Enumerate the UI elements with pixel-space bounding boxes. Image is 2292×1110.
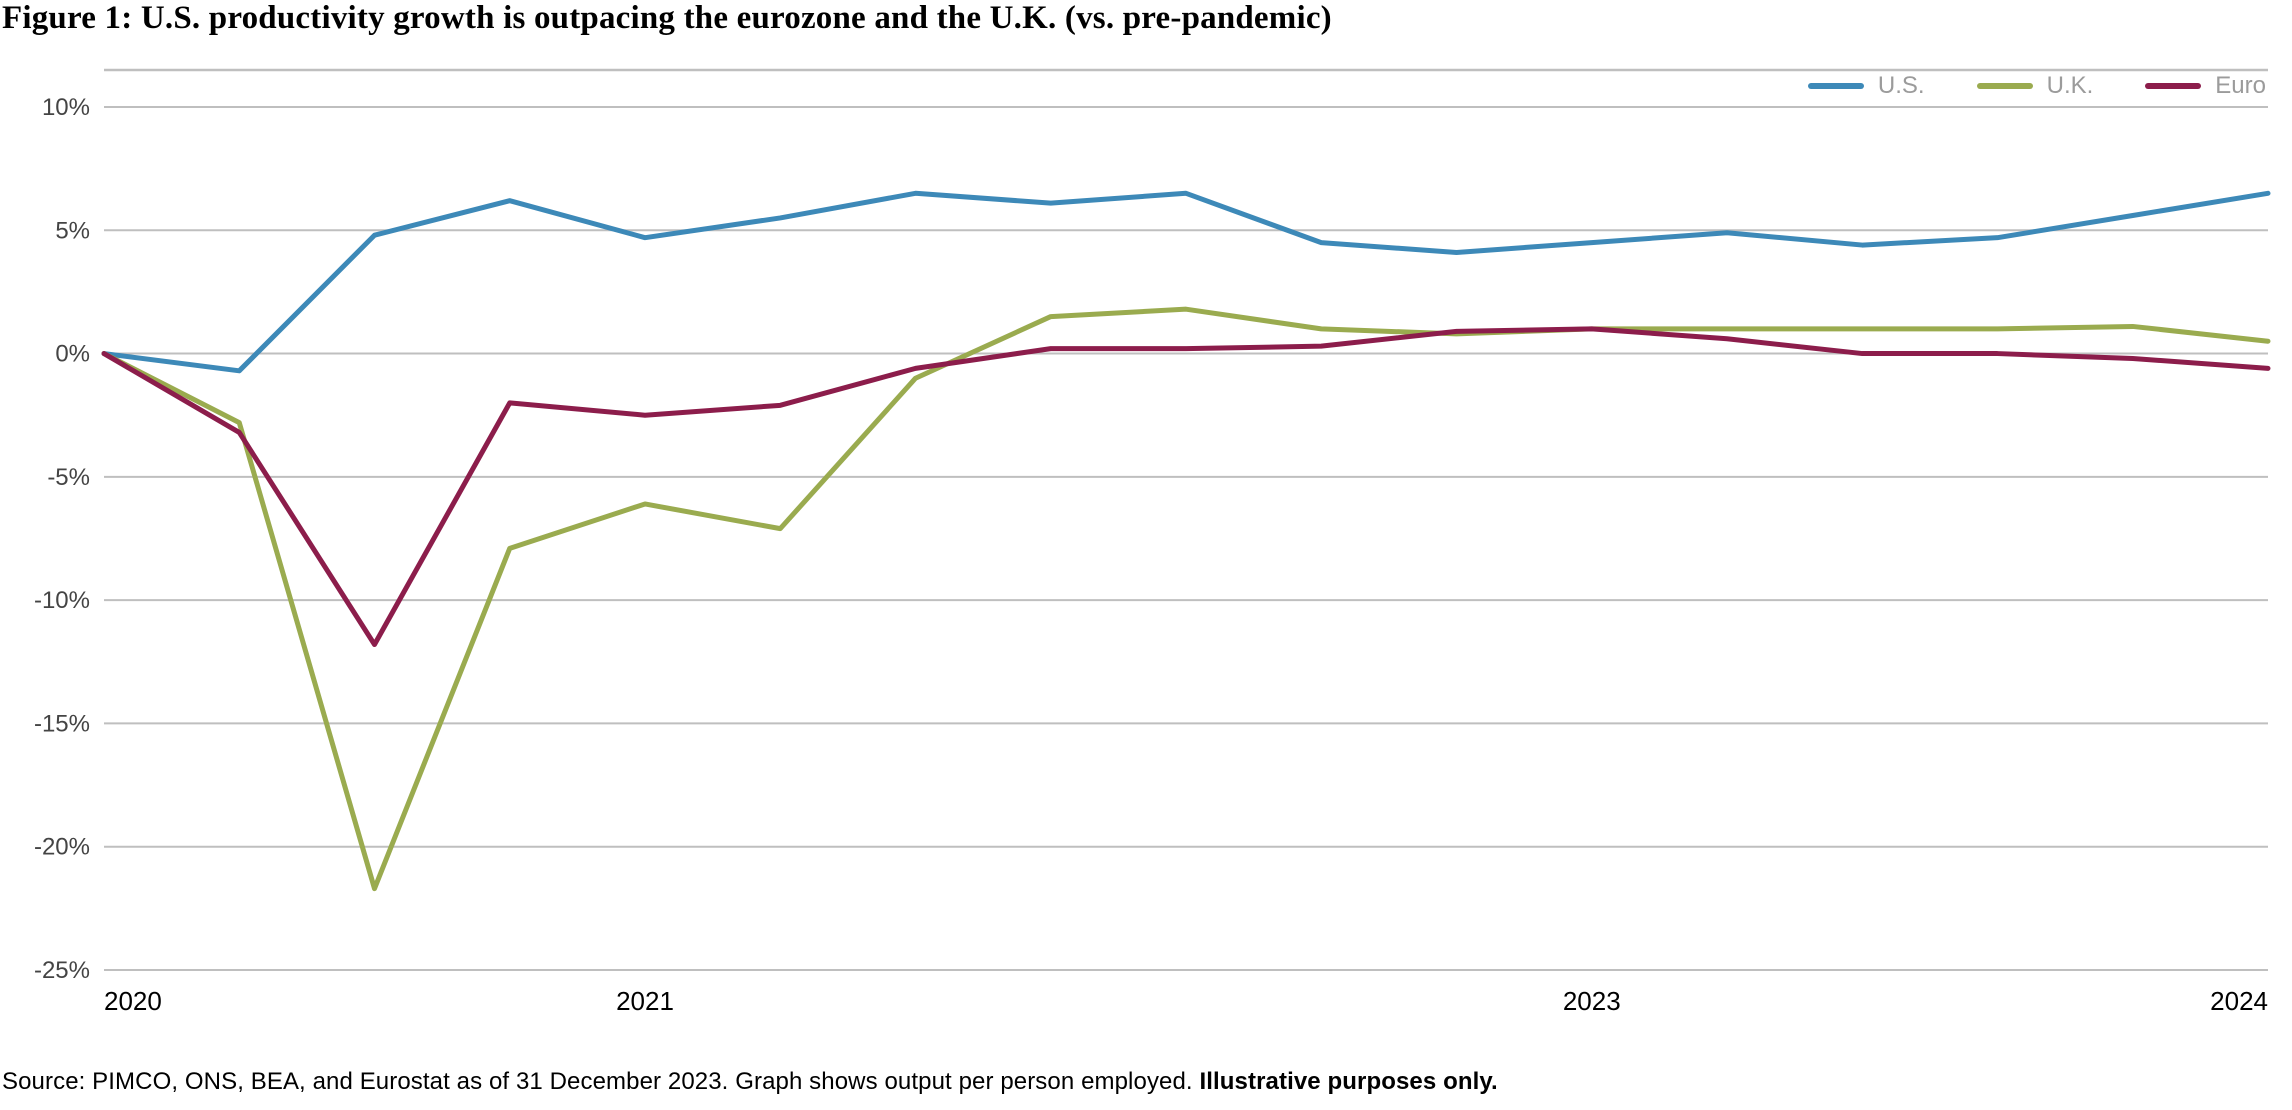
chart-plot-area: -25%-20%-15%-10%-5%0%5%10% 2020202120232…: [104, 70, 2268, 970]
legend-swatch-us: [1808, 83, 1864, 89]
legend-label-uk: U.K.: [2047, 72, 2094, 100]
svg-text:2021: 2021: [616, 986, 674, 1016]
svg-text:-25%: -25%: [34, 957, 90, 984]
legend-item-uk: U.K.: [1977, 72, 2094, 100]
svg-text:2020: 2020: [104, 986, 162, 1016]
caption-text: Source: PIMCO, ONS, BEA, and Eurostat as…: [2, 1068, 1199, 1095]
line-chart-svg: -25%-20%-15%-10%-5%0%5%10% 2020202120232…: [104, 70, 2292, 1030]
svg-text:5%: 5%: [55, 217, 90, 244]
figure-caption: Source: PIMCO, ONS, BEA, and Eurostat as…: [2, 1068, 1498, 1096]
series-line-uk: [104, 309, 2268, 888]
legend-swatch-uk: [1977, 83, 2033, 89]
gridlines: [104, 70, 2268, 970]
y-axis-labels: -25% -20% -15% -10% -5% 0% 5% 10%: [34, 94, 90, 984]
svg-text:-20%: -20%: [34, 834, 90, 861]
svg-text:-10%: -10%: [34, 587, 90, 614]
svg-text:-5%: -5%: [47, 464, 90, 491]
svg-text:2024: 2024: [2210, 986, 2268, 1016]
svg-text:0%: 0%: [55, 341, 90, 368]
legend-item-euro: Euro: [2145, 72, 2266, 100]
svg-text:-15%: -15%: [34, 710, 90, 737]
svg-text:10%: 10%: [42, 94, 90, 121]
legend-label-euro: Euro: [2215, 72, 2266, 100]
x-axis-labels: 2020 2021 2023 2024: [104, 986, 2268, 1016]
legend-swatch-euro: [2145, 83, 2201, 89]
series-line-euro: [104, 329, 2268, 645]
chart-legend: U.S. U.K. Euro: [1808, 72, 2266, 100]
svg-text:2023: 2023: [1563, 986, 1621, 1016]
figure-title: Figure 1: U.S. productivity growth is ou…: [2, 0, 1332, 37]
figure-container: Figure 1: U.S. productivity growth is ou…: [0, 0, 2292, 1110]
legend-label-us: U.S.: [1878, 72, 1925, 100]
chart-series-group: [104, 193, 2268, 888]
series-line-us: [104, 193, 2268, 371]
legend-item-us: U.S.: [1808, 72, 1925, 100]
caption-bold: Illustrative purposes only.: [1199, 1068, 1497, 1095]
